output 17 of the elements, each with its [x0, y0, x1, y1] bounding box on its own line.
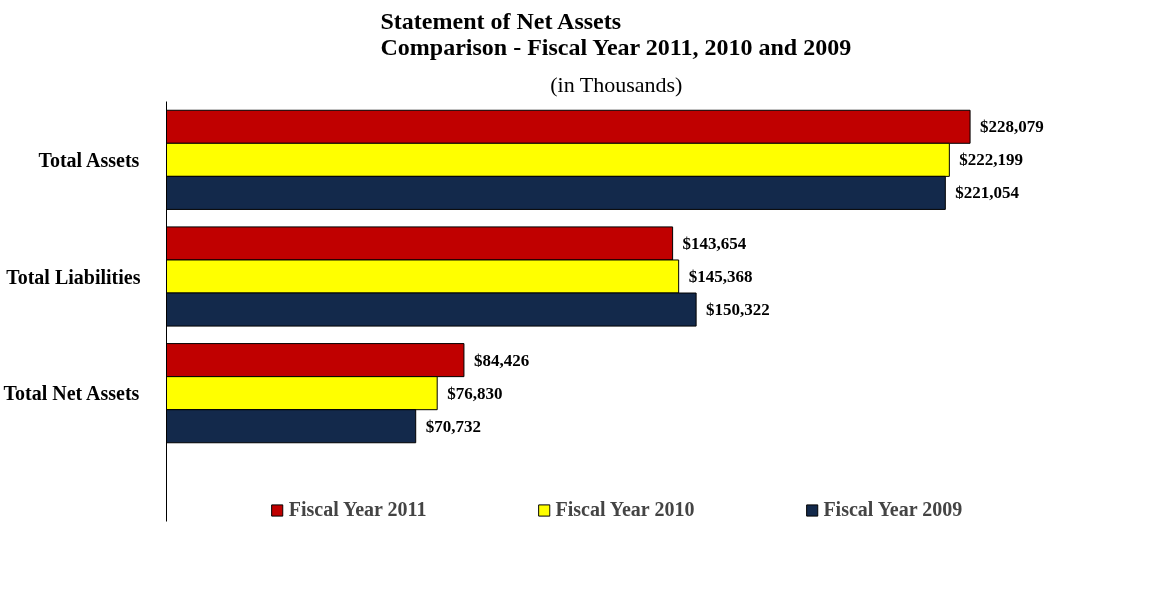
y-tick-label: Total Liabilities — [6, 265, 141, 288]
data-label: $143,654 — [682, 233, 747, 253]
y-tick-label: Total Assets — [38, 148, 140, 171]
y-tick-label: Total Net Assets — [3, 382, 140, 405]
data-label: $76,830 — [447, 383, 503, 403]
legend-label: Fiscal Year 2010 — [555, 498, 695, 521]
data-label: $221,054 — [955, 183, 1020, 203]
chart-subtitle: (in Thousands) — [550, 71, 683, 97]
legend-label: Fiscal Year 2009 — [823, 498, 963, 521]
data-label: $150,322 — [706, 300, 770, 320]
data-label: $70,732 — [425, 416, 481, 436]
data-label: $222,199 — [959, 150, 1024, 170]
chart-title: Statement of Net Assets Comparison - Fiscal Year 2011, 2010 and 2009 — [380, 7, 852, 60]
legend-label: Fiscal Year 2011 — [288, 498, 427, 521]
data-label: $145,368 — [688, 267, 753, 286]
data-label: $228,079 — [980, 117, 1044, 137]
data-label: $84,426 — [473, 350, 530, 370]
